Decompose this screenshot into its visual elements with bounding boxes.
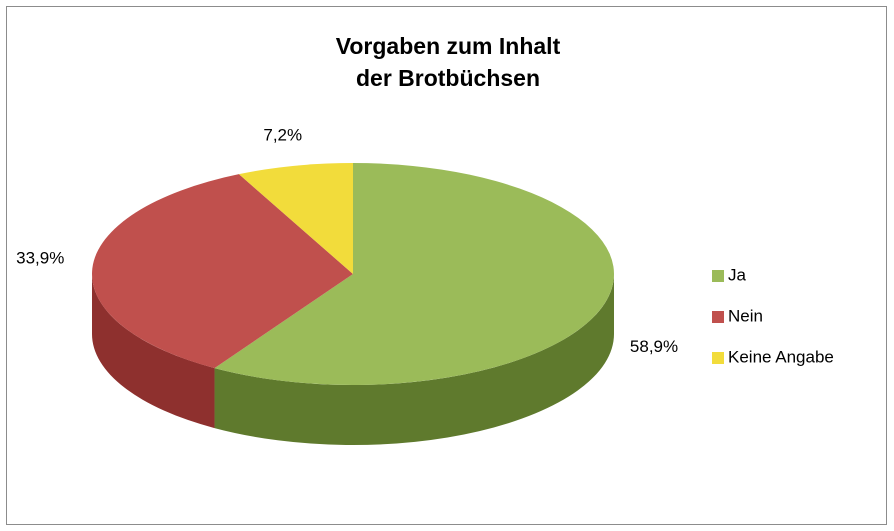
data-label: 7,2% (263, 126, 302, 145)
slice (214, 163, 614, 385)
slice (91, 174, 353, 369)
chart-title: Vorgaben zum Inhalt (336, 33, 561, 59)
legend-swatch (712, 311, 724, 323)
legend-swatch (712, 270, 724, 282)
data-label: 33,9% (16, 248, 64, 267)
slice-side (214, 274, 615, 445)
slice (238, 163, 353, 274)
legend-swatch (712, 352, 724, 364)
data-label: 58,9% (630, 337, 678, 356)
chart-title: der Brotbüchsen (356, 65, 540, 91)
legend-label: Nein (728, 306, 763, 325)
legend-label: Ja (728, 265, 747, 284)
legend-label: Keine Angabe (728, 347, 834, 366)
slice-side (92, 274, 215, 429)
